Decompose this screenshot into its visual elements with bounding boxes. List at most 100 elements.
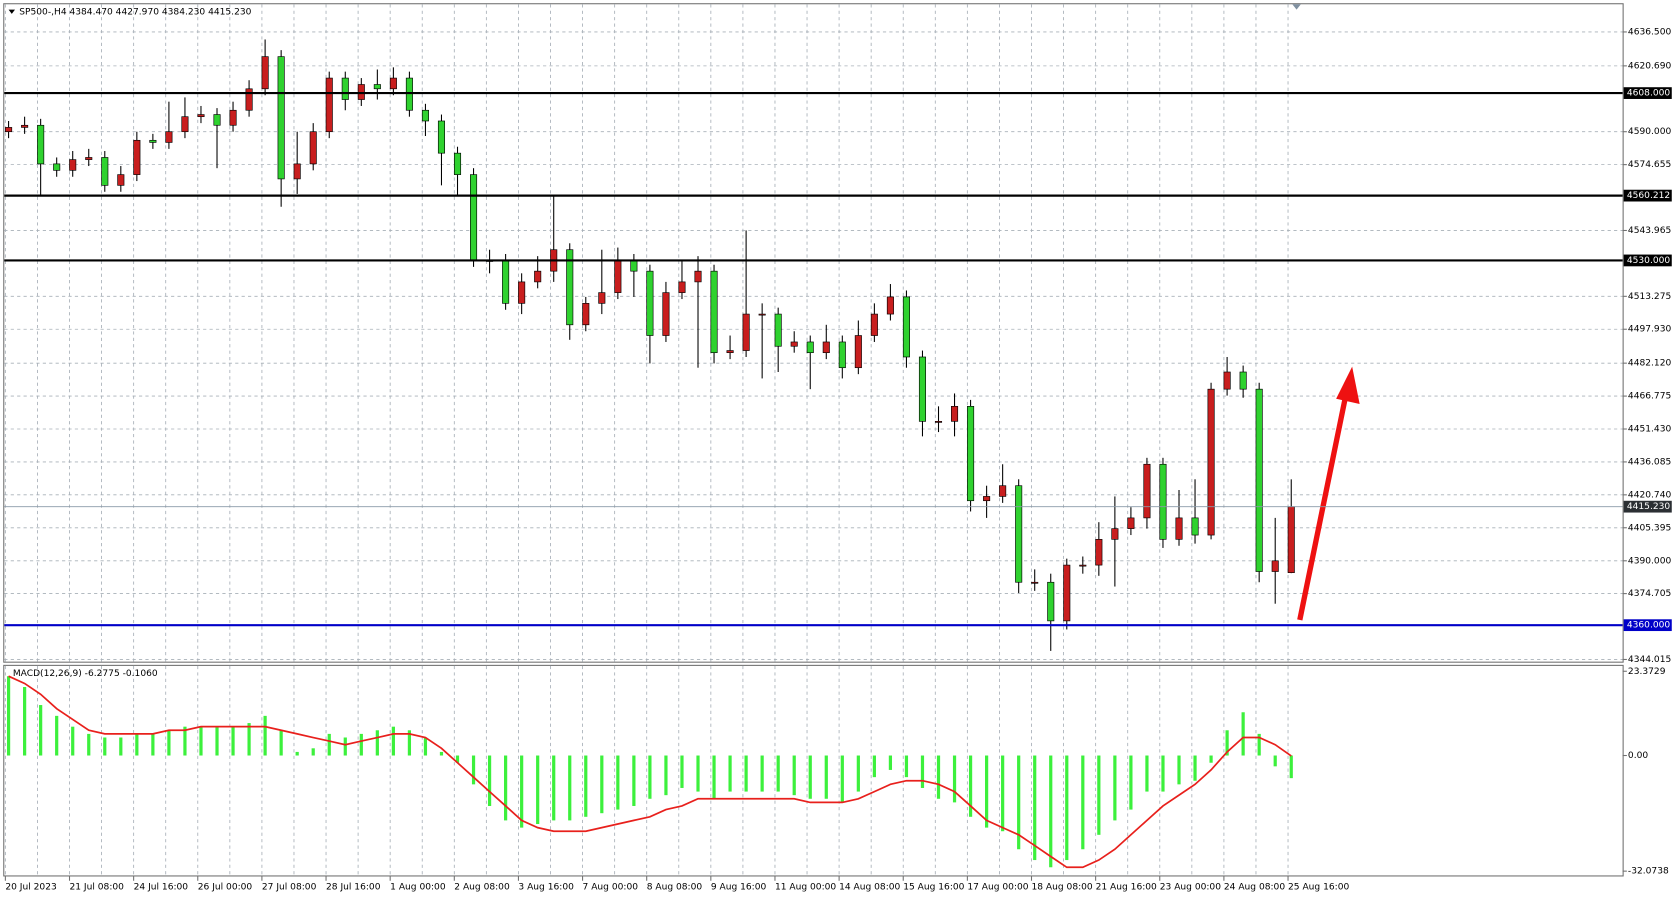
macd-bar [1161, 755, 1165, 792]
candle-body [37, 124, 45, 165]
candle-body [1287, 506, 1295, 573]
macd-bar [1049, 755, 1053, 868]
macd-bar [520, 755, 524, 828]
candle-body [341, 77, 349, 100]
macd-bar [455, 755, 460, 763]
candle-body [630, 260, 638, 272]
candle-body [117, 174, 125, 186]
level-label: 4530.000 [1627, 256, 1671, 266]
price-panel [3, 3, 1624, 663]
y-tick-label: 4374.705 [1628, 589, 1671, 599]
macd-bar [1241, 712, 1245, 756]
candle-body [245, 88, 253, 111]
candle-body [437, 120, 446, 154]
candle-body [1015, 485, 1023, 583]
candle-body [1271, 560, 1279, 572]
macd-bar [1209, 755, 1213, 763]
candle-body [1079, 564, 1087, 567]
macd-bar [840, 755, 844, 803]
macd-bar [375, 730, 379, 756]
macd-bar [616, 755, 620, 810]
macd-bar [1193, 755, 1197, 781]
candle-body [325, 77, 333, 133]
macd-bar [696, 755, 700, 792]
level-label-box [1623, 87, 1672, 99]
macd-bar [343, 737, 347, 756]
macd-bar [423, 737, 428, 756]
signal-line [8, 675, 1292, 869]
macd-bar [760, 755, 764, 792]
macd-bar [1273, 755, 1277, 767]
indicator-title: MACD(12,26,9) -6.2775 -0.1060 [13, 669, 158, 679]
macd-bar [568, 755, 572, 821]
macd-bar [968, 755, 973, 817]
macd-bar [135, 733, 139, 756]
candle-body [774, 313, 782, 347]
y-tick-label: 4574.655 [1628, 160, 1671, 170]
macd-bar [584, 755, 588, 817]
candle-body [389, 77, 397, 90]
macd-bar [1001, 755, 1005, 832]
candle-body [1255, 388, 1263, 572]
macd-bar [600, 755, 604, 814]
candle-body [1063, 564, 1071, 622]
menu-icon[interactable] [8, 9, 15, 14]
candle-body [886, 296, 894, 315]
candle-body [934, 421, 943, 423]
macd-bar [391, 726, 395, 756]
candle-body [742, 313, 750, 351]
x-tick-label: 26 Jul 00:00 [198, 883, 253, 893]
candle-body [1047, 581, 1055, 622]
candle-body [662, 292, 670, 336]
macd-bar [151, 733, 155, 756]
macd-bar [183, 726, 187, 756]
x-tick-label: 2 Aug 08:00 [454, 883, 510, 893]
macd-bar [215, 726, 219, 756]
macd-bar [664, 755, 668, 796]
macd-bar [487, 755, 492, 806]
macd-bar [247, 723, 251, 756]
macd-bar [824, 755, 828, 799]
x-tick-label: 21 Jul 08:00 [70, 883, 125, 893]
macd-bar [952, 755, 957, 803]
candle-body [357, 84, 365, 100]
chart-title: SP500-,H4 4384.470 4427.970 4384.230 441… [19, 7, 251, 17]
candle-body [726, 350, 734, 354]
macd-bar [536, 755, 540, 825]
candle-body [1175, 517, 1183, 540]
candle-body [710, 270, 718, 354]
y-tick-label: 4390.000 [1628, 556, 1672, 566]
shift-marker [1292, 4, 1301, 10]
y-tick-label: 4620.690 [1628, 61, 1672, 71]
candle-body [822, 341, 830, 354]
y-tick-label: 4636.500 [1628, 27, 1672, 37]
candle-body [1111, 528, 1119, 540]
macd-bar [680, 755, 684, 788]
candle-body [790, 341, 798, 347]
candle-body [101, 157, 109, 186]
y-tick-label: 4451.430 [1628, 425, 1672, 435]
candle-body [149, 139, 157, 143]
y-tick-label: 4590.000 [1628, 127, 1672, 137]
macd-bar [39, 705, 43, 756]
macd-bar [552, 755, 556, 821]
x-tick-label: 9 Aug 16:00 [711, 883, 767, 893]
candle-body [582, 303, 590, 326]
y-tick-label: -32.0738 [1628, 867, 1669, 877]
macd-bar [744, 755, 748, 792]
candle-body [197, 114, 205, 118]
candle-body [983, 496, 991, 502]
macd-bar [311, 748, 315, 756]
candle-body [85, 157, 93, 160]
x-tick-label: 17 Aug 00:00 [967, 883, 1028, 893]
y-tick-label: 4482.120 [1628, 359, 1672, 369]
macd-bar [1289, 755, 1293, 779]
candle-body [918, 356, 927, 422]
candle-body [453, 152, 462, 175]
arrow-head [1336, 366, 1360, 405]
candle-body [646, 270, 654, 336]
x-tick-label: 28 Jul 16:00 [326, 883, 381, 893]
candle-body [277, 56, 285, 180]
macd-bar [872, 755, 876, 778]
